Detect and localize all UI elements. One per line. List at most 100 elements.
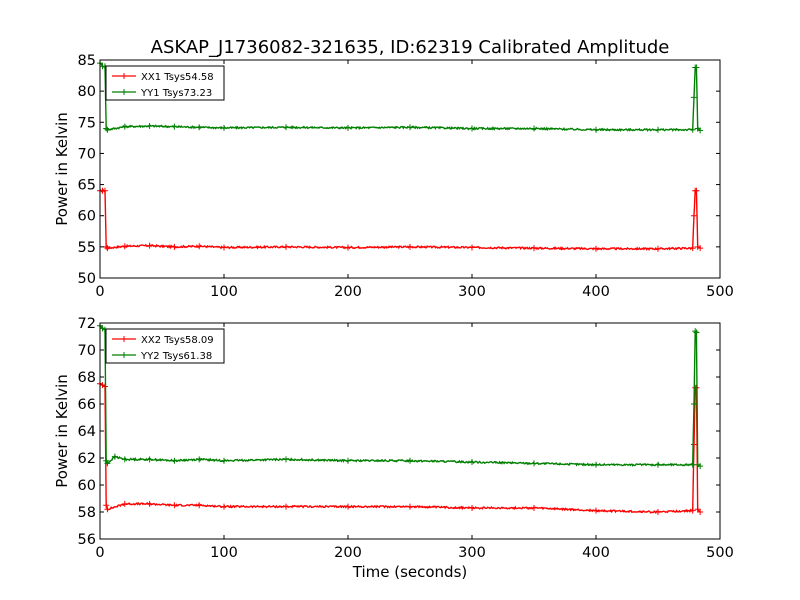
subplot-2-series-1-point	[221, 503, 227, 510]
subplot-1-series-1-point	[104, 245, 111, 252]
subplot-2-series-1-point	[283, 503, 289, 510]
subplot-2-ylabel: Power in Kelvin	[53, 374, 71, 488]
subplot-2-series-1-line	[99, 382, 701, 515]
subplot-1-ticks: 0 100 200 300 400 500 50 55 60 65 70 75 80 85	[78, 53, 734, 300]
subplot-2-ytick-label: 58	[78, 505, 96, 521]
subplot-2-series-1-point	[690, 441, 697, 448]
subplot-1-series-1-point	[407, 243, 413, 250]
subplot-2-series-2-point	[104, 460, 111, 467]
subplot-2-ytick-label: 70	[78, 343, 96, 359]
subplot-1-legend-marker	[121, 89, 127, 95]
subplot-1-series-2-point	[655, 126, 661, 133]
subplot-2-ytick-label: 66	[78, 397, 96, 413]
subplot-2-series-2-point	[407, 457, 413, 464]
subplot-1-xtick-label: 100	[210, 284, 238, 300]
subplot-2-series-2-point	[171, 457, 178, 464]
subplot-1-series-1-point	[693, 187, 700, 194]
subplot-1-ytick-label: 75	[78, 115, 96, 131]
subplot-2-legend-marker	[121, 352, 127, 358]
subplot-2-xtick-label: 300	[458, 545, 486, 561]
subplot-2-series-1-point	[689, 507, 696, 514]
subplot-1-series-1-point	[655, 245, 661, 252]
figure-title: ASKAP_J1736082-321635, ID:62319 Calibrat…	[151, 37, 670, 58]
subplot-2-series-1-point	[171, 502, 178, 509]
subplot-1-series-1-point	[101, 187, 108, 194]
subplot-1-series-1-point	[531, 245, 537, 252]
subplot-2-ytick-label: 72	[78, 316, 96, 332]
subplot-2-ytick-label: 62	[78, 451, 96, 467]
subplot-1: 0 100 200 300 400 500 50 55 60 65 70 75 80 85 Power i…	[53, 53, 734, 300]
subplot-2-series-2-point	[690, 401, 697, 407]
subplot-1-xtick-label: 0	[95, 284, 104, 300]
subplot-2-series-1-point	[407, 503, 413, 510]
subplot-1-series-2-point	[469, 125, 475, 132]
subplot-2-ytick-label: 60	[78, 478, 96, 494]
subplot-1-frame	[99, 59, 721, 279]
subplot-2-legend: XX2 Tsys58.09 YY2 Tsys61.38	[105, 328, 225, 364]
subplot-1-series-2-point	[196, 124, 203, 131]
subplot-1-ylabel: Power in Kelvin	[53, 112, 71, 226]
subplot-2-series-1-point	[104, 506, 111, 513]
subplot-1-xtick-label: 400	[582, 284, 610, 300]
subplot-2-series-2-point	[593, 461, 599, 468]
subplot-2-series-2-point	[345, 457, 351, 464]
subplot-1-legend-box	[105, 65, 225, 101]
subplot-1-series-1-point	[469, 244, 475, 251]
subplot-2-series-2-line	[99, 325, 701, 468]
subplot-1-series-1-point	[593, 245, 599, 252]
subplot-1-series	[97, 60, 704, 252]
subplot-1-series-1-point	[146, 242, 153, 249]
subplot-2-xtick-label: 200	[334, 545, 362, 561]
subplot-2-series-2-point	[692, 328, 699, 335]
subplot-1-series-1-point	[690, 212, 697, 219]
subplot-1-series-1-point	[196, 243, 203, 250]
subplot-2-series-2-point	[111, 453, 118, 460]
subplot-1-series-1-point	[171, 243, 178, 250]
subplot-1-series-2-point	[690, 94, 697, 101]
subplot-1-series-1-point	[121, 243, 128, 250]
subplot-2-series-2-point	[693, 329, 700, 336]
subplot-1-xtick-label: 200	[334, 284, 362, 300]
subplot-2-series-1-point	[121, 500, 128, 507]
subplot-2-series-1-point	[531, 504, 537, 511]
subplot-2-series-1-point	[103, 502, 110, 509]
subplot-2-series	[97, 322, 704, 515]
subplot-1-series-2-point	[121, 123, 128, 130]
subplot-2-series-2-point	[221, 457, 227, 464]
subplot-1-legend-label: XX1 Tsys54.58	[141, 72, 214, 83]
subplot-1-ytick-label: 60	[78, 209, 96, 225]
subplot-2-series-2-point	[283, 456, 289, 463]
subplot-1-series-2-line	[99, 62, 701, 133]
subplot-2-xtick-label: 500	[706, 545, 734, 561]
subplot-1-series-1-point	[221, 244, 227, 251]
subplot-2-series-1-point	[697, 509, 704, 515]
subplot-2-legend-label: XX2 Tsys58.09	[141, 335, 214, 346]
x-axis-label: Time (seconds)	[352, 563, 468, 581]
subplot-2-xtick-label: 0	[95, 545, 104, 561]
subplot-1-series-1-point	[283, 243, 289, 250]
subplot-1-series-2-point	[697, 127, 704, 134]
subplot-1-xtick-label: 300	[458, 284, 486, 300]
subplot-2-series-2-point	[121, 456, 128, 463]
subplot-2-series-1-point	[146, 500, 153, 507]
subplot-2-legend-label: YY2 Tsys61.38	[140, 351, 212, 362]
subplot-1-series-2-point	[407, 124, 413, 131]
subplot-1-xtick-label: 500	[706, 284, 734, 300]
subplot-2-series-1-point	[196, 502, 203, 509]
subplot-2-series-1-point	[655, 509, 661, 515]
subplot-1-series-1-point	[345, 244, 351, 251]
subplot-2-series-2-point	[196, 456, 203, 463]
subplot-2-ticks: 0 100 200 300 400 500 56 58 60 62 64 66 68 70 72	[78, 316, 734, 561]
subplot-2-series-2-point	[146, 456, 153, 463]
subplot-1-series-2-point	[689, 126, 696, 133]
subplot-2-xtick-label: 400	[582, 545, 610, 561]
subplot-2-series-2-point	[531, 460, 537, 467]
subplot-2-ytick-label: 56	[78, 532, 96, 548]
subplot-1-series-2-point	[345, 124, 351, 131]
subplot-1-series-1-line	[100, 188, 701, 251]
subplot-1-series-1-point	[689, 245, 696, 252]
subplot-2-ytick-label: 64	[78, 424, 96, 440]
subplot-2-series-2-point	[103, 457, 110, 464]
subplot-1-legend-marker	[121, 73, 127, 79]
